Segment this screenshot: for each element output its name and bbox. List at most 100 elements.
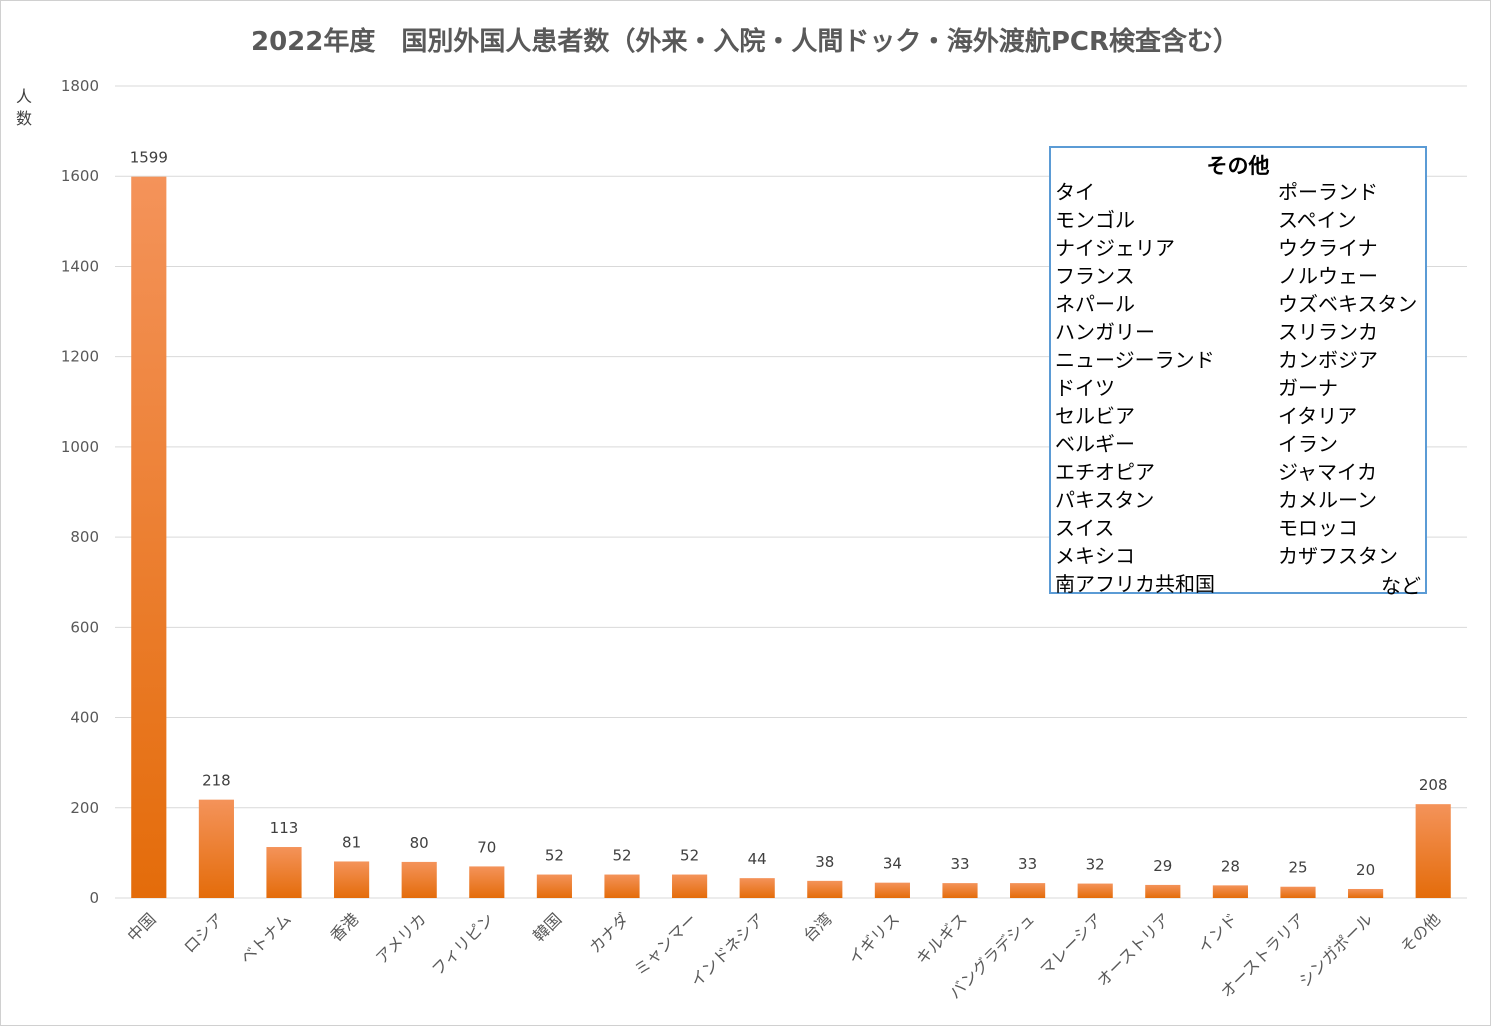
data-labels: 1599 218 113 81 80 70 52 52 52 44 38 34 33 33 32 29 28 25… [130,149,1448,879]
y-tick-label: 1200 [61,348,99,366]
data-label: 52 [612,847,631,865]
x-tick-label: 台湾 [800,909,836,945]
other-country-item: イタリア [1278,404,1358,428]
y-tick-label: 800 [70,528,99,546]
bar [1145,884,1181,898]
y-tick-label: 1400 [61,257,99,275]
y-tick-label: 400 [70,709,99,727]
other-country-item: セルビア [1055,404,1135,428]
bar [1077,883,1113,898]
x-tick-label: その他 [1397,909,1444,956]
x-tick-label: マレーシア [1036,909,1106,979]
other-country-item: イラン [1278,432,1338,456]
bar [334,861,370,898]
bar [536,874,572,898]
data-label: 208 [1419,776,1448,794]
other-country-item: ベルギー [1055,432,1135,456]
bar [266,847,302,898]
data-label: 81 [342,833,361,851]
other-country-item: ネパール [1055,292,1135,316]
x-tick-label: 中国 [124,909,160,945]
x-tick-label: ミャンマー [630,909,700,979]
other-countries-box: その他 タイ モンゴル ナイジェリア フランス ネパール ハンガリー ニュージーランド ドイツ… [1049,146,1427,598]
bar [874,882,910,898]
x-tick-label: イギリス [845,909,904,968]
other-country-item: スペイン [1278,208,1357,232]
data-label: 20 [1356,861,1375,879]
other-country-item: 南アフリカ共和国 [1055,572,1215,596]
other-country-item: ノルウェー [1278,264,1378,288]
other-countries-right-column: ポーランド スペイン ウクライナ ノルウェー ウズベキスタン スリランカ カンボジア ガーナイ… [1278,178,1417,570]
data-label: 28 [1221,857,1240,875]
x-tick-label: インド [1194,909,1241,956]
other-country-item: モロッコ [1278,516,1358,540]
other-countries-etc: など [1381,574,1421,598]
x-tick-label: ベトナム [236,909,294,967]
data-label: 113 [270,819,299,837]
bar [1280,886,1316,898]
y-axis-label-char-2: 数 [16,109,32,128]
chart-title: 2022年度 国別外国人患者数（外来・入院・人間ドック・海外渡航PCR検査含む） [251,26,1239,57]
data-label: 29 [1153,857,1172,875]
other-countries-title: その他 [1206,154,1270,178]
bar [807,880,843,898]
data-label: 33 [950,855,969,873]
bar [198,799,234,898]
data-label: 218 [202,772,231,790]
x-tick-label: 香港 [326,909,362,945]
x-tick-label: キルギス [912,909,971,968]
data-label: 25 [1288,859,1307,877]
other-country-item: ガーナ [1278,376,1338,400]
bar [401,861,437,898]
other-country-item: ハンガリー [1055,320,1155,344]
other-country-item: メキシコ [1055,544,1135,568]
other-country-item: ナイジェリア [1055,236,1175,260]
data-label: 52 [680,847,699,865]
bar [739,878,775,898]
data-label: 52 [545,847,564,865]
data-label: 1599 [130,149,168,167]
bar [131,176,167,898]
other-country-item: カンボジア [1278,348,1378,372]
data-label: 70 [477,838,496,856]
data-label: 80 [410,834,429,852]
x-tick-label: ロシア [180,909,227,956]
data-label: 34 [883,855,902,873]
other-country-item: ポーランド [1278,180,1378,204]
other-country-item: フランス [1055,264,1135,288]
x-tick-label: 韓国 [529,909,565,945]
x-tick-label: フィリピン [428,909,498,979]
bar [1348,888,1384,898]
bar [469,866,505,898]
bar [1415,804,1451,898]
other-country-item: エチオピア [1055,460,1155,484]
other-country-item: タイ [1055,180,1095,204]
other-country-item: ニュージーランド [1055,348,1215,372]
data-label: 33 [1018,855,1037,873]
y-tick-label: 0 [89,889,99,907]
other-country-item: カメルーン [1278,488,1377,512]
bar [1010,883,1046,898]
y-axis-ticks: 0 200 400 600 800 1000 1200 1400 1600 1800 [61,77,99,907]
y-tick-label: 200 [70,799,99,817]
data-label: 44 [748,850,767,868]
y-tick-label: 1600 [61,167,99,185]
bar [672,874,708,898]
other-country-item: カザフスタン [1278,544,1398,568]
bar [604,874,640,898]
y-tick-label: 600 [70,618,99,636]
data-label: 32 [1086,856,1105,874]
other-country-item: スイス [1055,516,1115,540]
x-tick-label: オーストリア [1093,909,1174,990]
other-country-item: パキスタン [1055,488,1155,512]
other-country-item: スリランカ [1278,320,1378,344]
y-tick-label: 1800 [61,77,99,95]
bar [942,883,978,898]
data-label: 38 [815,853,834,871]
y-axis-label-char-1: 人 [16,87,32,106]
other-country-item: ドイツ [1055,376,1115,400]
other-country-item: ウクライナ [1278,236,1378,260]
y-tick-label: 1000 [61,438,99,456]
bars [131,176,1451,898]
